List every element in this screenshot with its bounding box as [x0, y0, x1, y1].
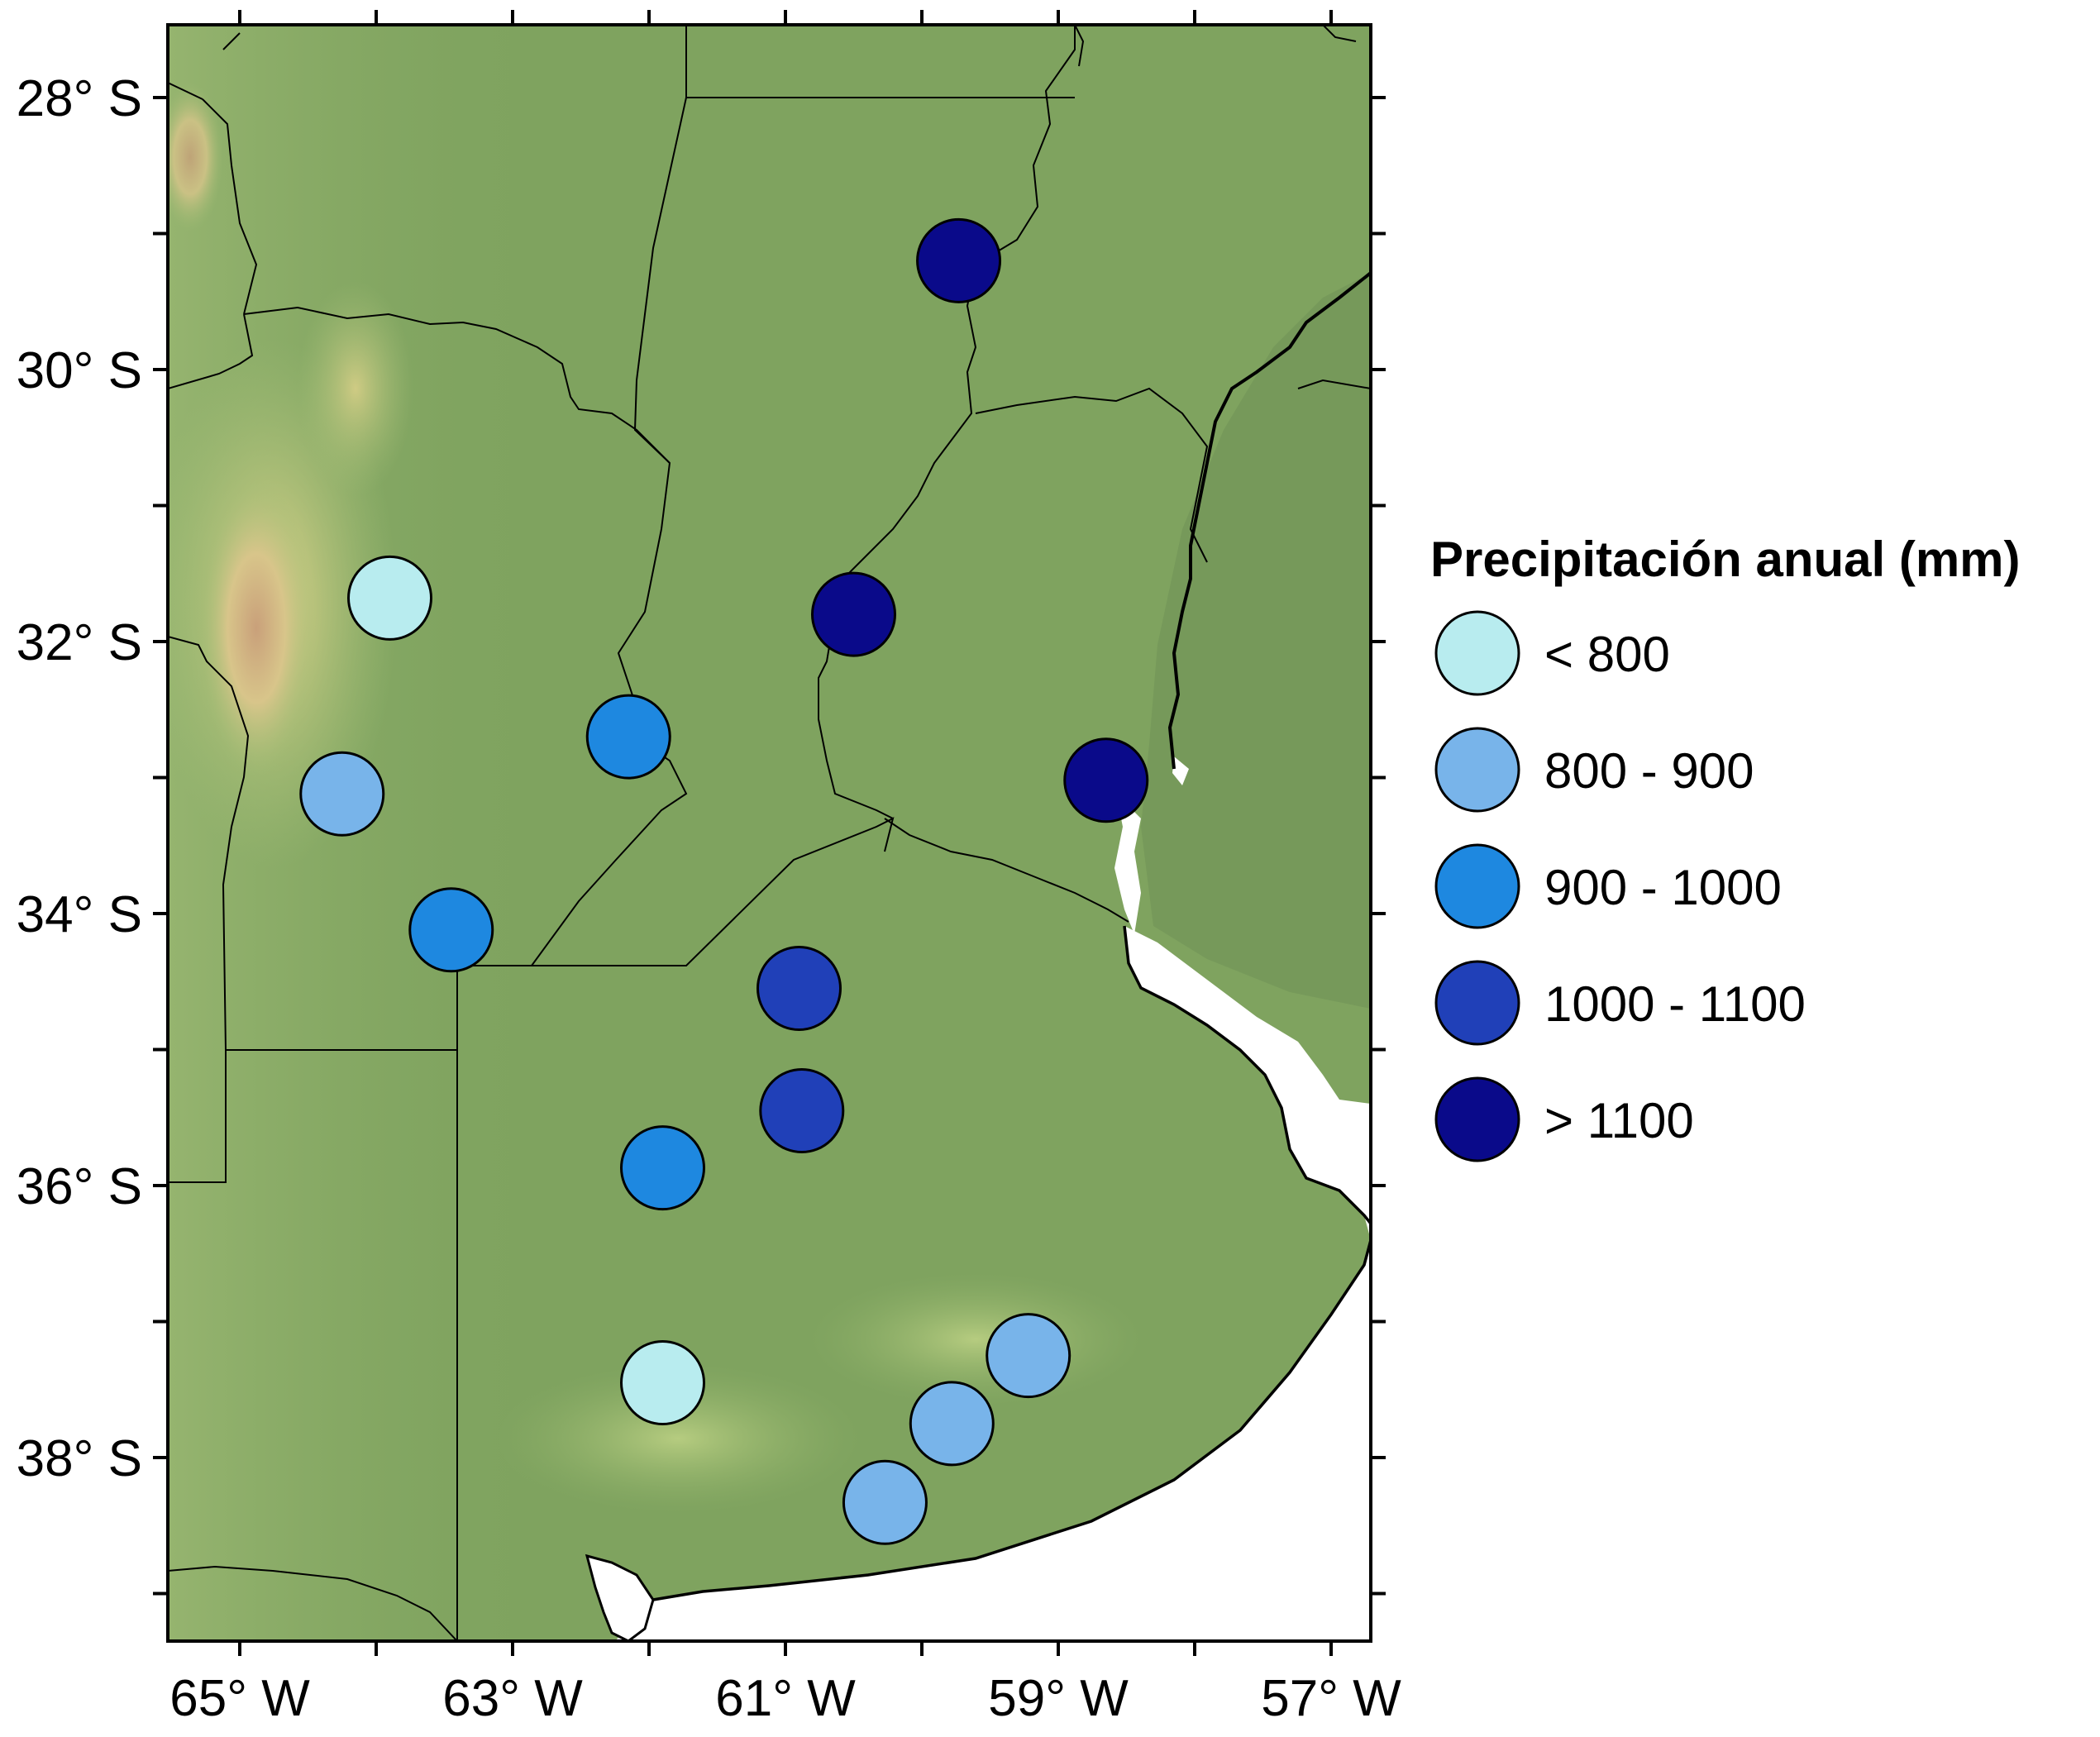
legend-swatch [1434, 1076, 1520, 1162]
legend-label: 1000 - 1100 [1544, 976, 1806, 1032]
station-marker [585, 694, 671, 780]
legend-swatch [1434, 610, 1520, 696]
station-marker [811, 571, 896, 657]
legend-swatch [1434, 843, 1520, 929]
station-markers [299, 217, 1149, 1545]
uruguay-region [1141, 273, 1371, 1009]
station-marker [916, 217, 1002, 303]
legend: Precipitación anual (mm) < 800 800 - 900 9… [1430, 532, 2021, 1162]
uruguay-border [1297, 379, 1371, 389]
station-marker [347, 555, 432, 641]
atlantic-ocean [614, 926, 1371, 1641]
coastline [652, 925, 1371, 1601]
ventania-hills-relief [496, 1364, 860, 1513]
station-marker [909, 1381, 995, 1467]
parana-delta [1114, 794, 1141, 934]
northern-ridge-relief [298, 281, 413, 496]
station-marker [756, 945, 842, 1031]
x-tick-label: 57° W [1261, 1670, 1401, 1727]
legend-label: 800 - 900 [1544, 743, 1754, 799]
station-marker [759, 1068, 845, 1154]
legend-title: Precipitación anual (mm) [1430, 532, 2021, 587]
x-tick-label: 65° W [169, 1670, 310, 1727]
y-tick-label: 34° S [17, 886, 142, 943]
station-marker [986, 1313, 1071, 1399]
x-tick-label: 61° W [715, 1670, 856, 1727]
uruguay-river [1167, 271, 1371, 770]
station-marker [408, 887, 494, 973]
axis-ticks: 65° W 63° W 61° W 59° W 57° W 28° S 30° S 32° S… [17, 10, 1401, 1727]
station-marker [1063, 737, 1149, 823]
map-panel [168, 25, 1371, 1641]
x-tick-label: 59° W [988, 1670, 1129, 1727]
y-tick-label: 30° S [17, 342, 142, 399]
station-marker [299, 751, 385, 837]
sierras-de-cordoba-peak [198, 480, 314, 777]
province-boundaries [168, 25, 1357, 1641]
legend-label: > 1100 [1544, 1093, 1694, 1148]
y-tick-label: 32° S [17, 614, 142, 671]
map-frame [166, 23, 1372, 1643]
y-tick-label: 36° S [17, 1158, 142, 1215]
station-marker [620, 1340, 705, 1426]
uruguay-river-mouth [1172, 756, 1189, 785]
legend-label: 900 - 1000 [1544, 860, 1782, 915]
northwest-ridge-relief [168, 83, 223, 231]
legend-swatch [1434, 960, 1520, 1046]
tandilia-hills-relief [810, 1273, 1141, 1405]
station-marker [842, 1459, 928, 1545]
y-tick-label: 28° S [17, 70, 142, 127]
legend-swatch [1434, 727, 1520, 813]
y-tick-label: 38° S [17, 1430, 142, 1487]
bahia-blanca-estuary [585, 1553, 655, 1641]
legend-label: < 800 [1544, 627, 1670, 682]
x-tick-label: 63° W [442, 1670, 583, 1727]
station-marker [620, 1125, 705, 1211]
